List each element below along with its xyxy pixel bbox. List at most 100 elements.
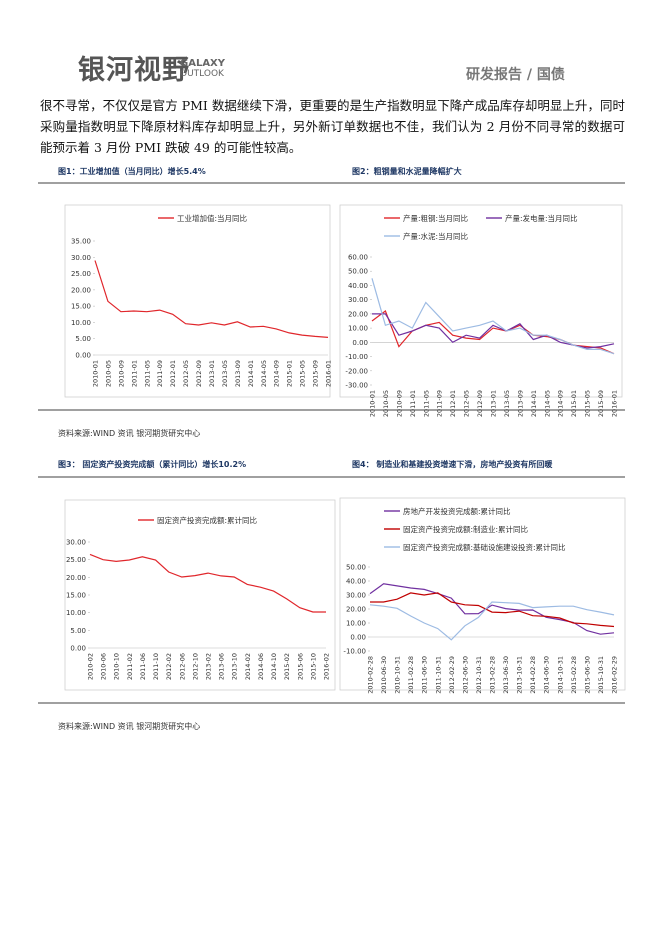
y-tick-label: 0.00 [352,339,368,347]
series-line [89,553,326,613]
x-tick-label: 2013-02-28 [489,656,497,694]
x-tick-label: 2013-06 [218,653,226,680]
x-tick-label: 2011-10-31 [434,656,442,694]
chart-frame [339,204,623,398]
legend-label: 产量:粗钢:当月同比 [403,213,469,223]
figure-caption: 图3： 固定资产投资完成额（累计同比）增长10.2% [58,460,247,469]
x-tick-label: 2014-01 [247,360,255,387]
y-tick-label: 15.00 [66,592,86,600]
x-tick-label: 2011-06 [139,653,147,680]
x-tick-label: 2010-06-30 [380,656,388,694]
x-tick-label: 2015-02 [283,653,291,680]
x-tick-label: 2012-06 [178,653,186,680]
x-tick-label: 2013-10 [231,653,239,680]
x-tick-label: 2010-02-28 [367,656,375,694]
x-tick-label: 2014-10 [270,653,278,680]
x-tick-label: 2012-01 [449,390,457,417]
y-tick-label: 5.00 [70,627,86,635]
y-tick-label: 50.00 [348,268,368,276]
x-tick-label: 2010-01 [369,390,377,417]
x-tick-label: 2014-02-28 [529,656,537,694]
series-line [371,278,615,355]
paragraph: 很不寻常，不仅仅是官方 PMI 数据继续下滑，更重要的是生产指数明显下降产成品库… [40,98,625,155]
x-tick-label: 2014-09 [557,390,565,417]
y-tick-label: 30.00 [66,539,86,547]
section: 研发报告 / 国债 [466,67,565,83]
x-tick-label: 2010-02 [87,653,95,680]
x-tick-label: 2016-01 [325,360,333,387]
y-tick-label: 0.00 [75,352,91,360]
y-tick-label: 30.00 [346,592,366,600]
x-tick-label: 2010-09 [395,390,403,417]
x-tick-label: 2015-09 [312,360,320,387]
x-tick-label: 2012-09 [476,390,484,417]
y-tick-label: 10.00 [348,325,368,333]
y-tick-label: 40.00 [348,282,368,290]
x-tick-label: 2012-05 [182,360,190,387]
y-tick-label: -10.00 [343,648,366,656]
x-tick-label: 2015-01 [570,390,578,417]
x-tick-label: 2014-10-31 [556,656,564,694]
series-line [94,260,329,338]
x-tick-label: 2013-05 [503,390,511,417]
y-tick-label: 25.00 [66,556,86,564]
x-tick-label: 2014-09 [273,360,281,387]
x-tick-label: 2015-01 [286,360,294,387]
x-tick-label: 2011-05 [143,360,151,387]
x-tick-label: 2013-02 [205,653,213,680]
x-tick-label: 2010-05 [382,390,390,417]
x-tick-label: 2014-02 [244,653,252,680]
x-tick-label: 2012-09 [195,360,203,387]
x-tick-label: 2010-05 [104,360,112,387]
legend-label: 房地产开发投资完成额:累计同比 [403,506,511,516]
x-tick-label: 2010-01 [92,360,100,387]
y-tick-label: 20.00 [71,286,91,294]
x-tick-label: 2014-05 [260,360,268,387]
x-tick-label: 2015-06 [296,653,304,680]
chart-frame [64,204,331,398]
figure-caption: 图2：粗钢量和水泥量降幅扩大 [352,167,462,176]
x-tick-label: 2015-06-30 [583,656,591,694]
source-note: 资料来源:WIND 资讯 银河期货研究中心 [58,722,201,731]
x-tick-label: 2011-01 [130,360,138,387]
logo-en: OUTLOOK [180,69,224,79]
x-tick-label: 2015-05 [299,360,307,387]
legend-label: 产量:水泥:当月同比 [403,231,469,241]
series-line [369,583,615,635]
y-tick-label: -10.00 [345,353,368,361]
legend-label: 固定资产投资完成额:累计同比 [157,515,258,525]
series-line [370,592,615,628]
y-tick-label: 0.00 [70,645,86,653]
x-tick-label: 2014-06 [257,653,265,680]
y-tick-label: 0.00 [350,634,366,642]
y-tick-label: 40.00 [346,578,366,586]
x-tick-label: 2011-02 [126,653,134,680]
chart-frame [64,499,336,691]
y-tick-label: 30.00 [71,254,91,262]
y-tick-label: 60.00 [348,254,368,262]
y-tick-label: 10.00 [66,609,86,617]
x-tick-label: 2013-10-31 [516,656,524,694]
x-tick-label: 2012-05 [463,390,471,417]
legend-label: 工业增加值:当月同比 [177,213,248,223]
x-tick-label: 2011-06-30 [421,656,429,694]
y-tick-label: -20.00 [345,367,368,375]
x-tick-label: 2016-02 [323,653,331,680]
x-tick-label: 2013-01 [490,390,498,417]
y-tick-label: 30.00 [348,296,368,304]
y-tick-label: -30.00 [345,382,368,390]
x-tick-label: 2013-06-30 [502,656,510,694]
x-tick-label: 2015-10-31 [597,656,605,694]
x-tick-label: 2014-06-30 [543,656,551,694]
series-line [369,601,615,641]
x-tick-label: 2011-10 [152,653,160,680]
x-tick-label: 2012-01 [169,360,177,387]
x-tick-label: 2014-01 [530,390,538,417]
x-tick-label: 2012-02 [165,653,173,680]
x-tick-label: 2013-05 [221,360,229,387]
x-tick-label: 2012-10 [191,653,199,680]
legend-label: 固定资产投资完成额:基础设施建设投资:累计同比 [403,542,566,552]
x-tick-label: 2016-02-29 [611,656,619,694]
x-tick-label: 2010-10 [113,653,121,680]
